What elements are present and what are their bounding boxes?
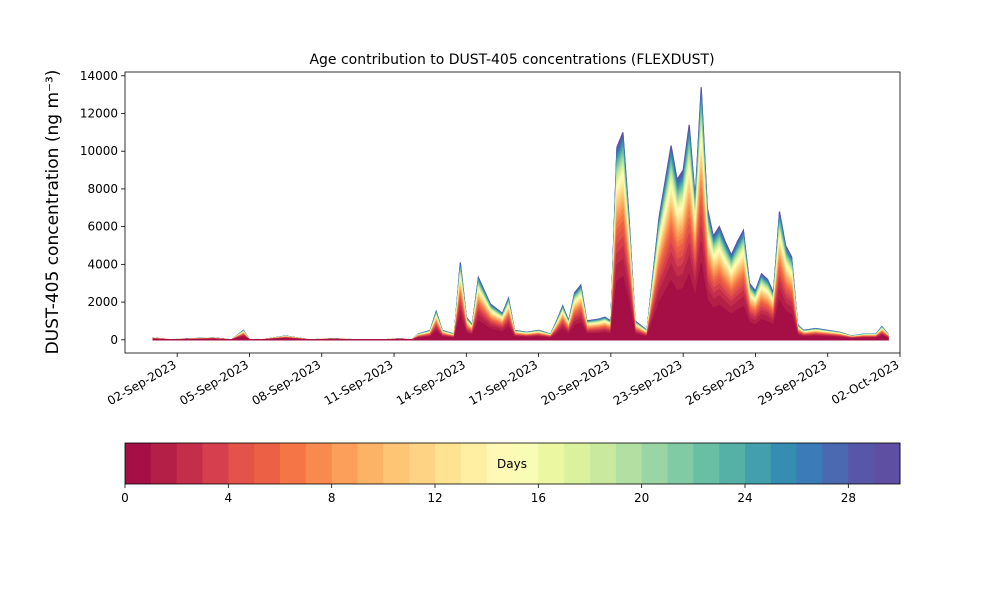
- x-tick-label: 14-Sep-2023: [394, 357, 468, 408]
- y-tick-label: 2000: [87, 295, 118, 309]
- colorbar-swatch-4: [228, 443, 255, 484]
- colorbar-swatch-21: [667, 443, 694, 484]
- x-tick-label: 02-Oct-2023: [829, 357, 901, 407]
- colorbar-swatch-14: [486, 443, 513, 484]
- x-tick-label: 26-Sep-2023: [683, 357, 757, 408]
- x-tick-label: 29-Sep-2023: [755, 357, 829, 408]
- colorbar-swatch-19: [615, 443, 643, 484]
- plot-frame: [124, 71, 901, 354]
- colorbar-tick-label: 24: [737, 491, 752, 505]
- y-tick-label: 6000: [87, 220, 118, 234]
- x-tick-label: 11-Sep-2023: [322, 357, 396, 408]
- colorbar-swatch-18: [590, 443, 617, 484]
- colorbar-swatch-25: [770, 443, 798, 484]
- age-band-0-area: [152, 262, 889, 341]
- colorbar-swatch-28: [848, 443, 875, 484]
- colorbar-tick-label: 12: [427, 491, 442, 505]
- x-tick-label: 23-Sep-2023: [611, 357, 685, 408]
- colorbar-swatch-12: [435, 443, 462, 484]
- chart-title: Age contribution to DUST-405 concentrati…: [309, 52, 714, 68]
- colorbar-tick-label: 4: [225, 491, 233, 505]
- y-tick-label: 12000: [80, 106, 118, 120]
- colorbar-swatch-17: [564, 443, 591, 484]
- colorbar-swatch-24: [745, 443, 772, 484]
- y-tick-label: 10000: [80, 144, 118, 158]
- y-tick-label: 8000: [87, 182, 118, 196]
- colorbar-swatch-5: [254, 443, 281, 484]
- y-tick-label: 14000: [80, 69, 118, 83]
- colorbar-swatch-16: [538, 443, 565, 484]
- colorbar-tick-label: 8: [328, 491, 336, 505]
- colorbar-label: Days: [497, 457, 527, 471]
- colorbar-swatch-2: [176, 443, 203, 484]
- x-tick-label: 05-Sep-2023: [177, 357, 251, 408]
- colorbar-tick-label: 28: [841, 491, 856, 505]
- y-axis-label: DUST-405 concentration (ng m⁻³): [43, 70, 63, 355]
- colorbar-swatch-10: [383, 443, 410, 484]
- colorbar-swatch-27: [822, 443, 849, 484]
- colorbar-swatch-26: [796, 443, 823, 484]
- colorbar-swatch-23: [719, 443, 746, 484]
- x-tick-label: 17-Sep-2023: [466, 357, 540, 408]
- colorbar-tick-label: 20: [634, 491, 649, 505]
- colorbar-swatch-15: [512, 443, 539, 484]
- y-axis-ticks: 0 2000 4000 6000 8000 10000 12000 14000: [80, 69, 125, 347]
- x-tick-label: 02-Sep-2023: [105, 357, 179, 408]
- colorbar-swatch-29: [874, 443, 901, 484]
- colorbar-swatch-1: [150, 443, 178, 484]
- colorbar-swatch-9: [357, 443, 384, 484]
- colorbar-tick-label: 16: [531, 491, 546, 505]
- x-tick-label: 08-Sep-2023: [249, 357, 323, 408]
- y-tick-label: 4000: [87, 257, 118, 271]
- colorbar-swatch-6: [280, 443, 307, 484]
- colorbar-swatch-8: [331, 443, 358, 484]
- colorbar-swatch-13: [460, 443, 488, 484]
- colorbar-swatch-20: [641, 443, 668, 484]
- colorbar-swatch-22: [693, 443, 720, 484]
- colorbar-swatch-0: [125, 443, 152, 484]
- x-tick-label: 20-Sep-2023: [539, 357, 613, 408]
- colorbar-frame: [124, 442, 901, 485]
- colorbar-swatch-7: [305, 443, 333, 484]
- age-stacked-areas: [152, 87, 889, 341]
- colorbar-swatch-11: [409, 443, 436, 484]
- colorbar: 0 4 8 12 16 20 24 28: [121, 442, 901, 505]
- y-tick-label: 0: [110, 333, 118, 347]
- x-axis-ticks: 02-Sep-202305-Sep-202308-Sep-202311-Sep-…: [105, 353, 902, 408]
- colorbar-tick-label: 0: [121, 491, 129, 505]
- colorbar-swatch-3: [202, 443, 229, 484]
